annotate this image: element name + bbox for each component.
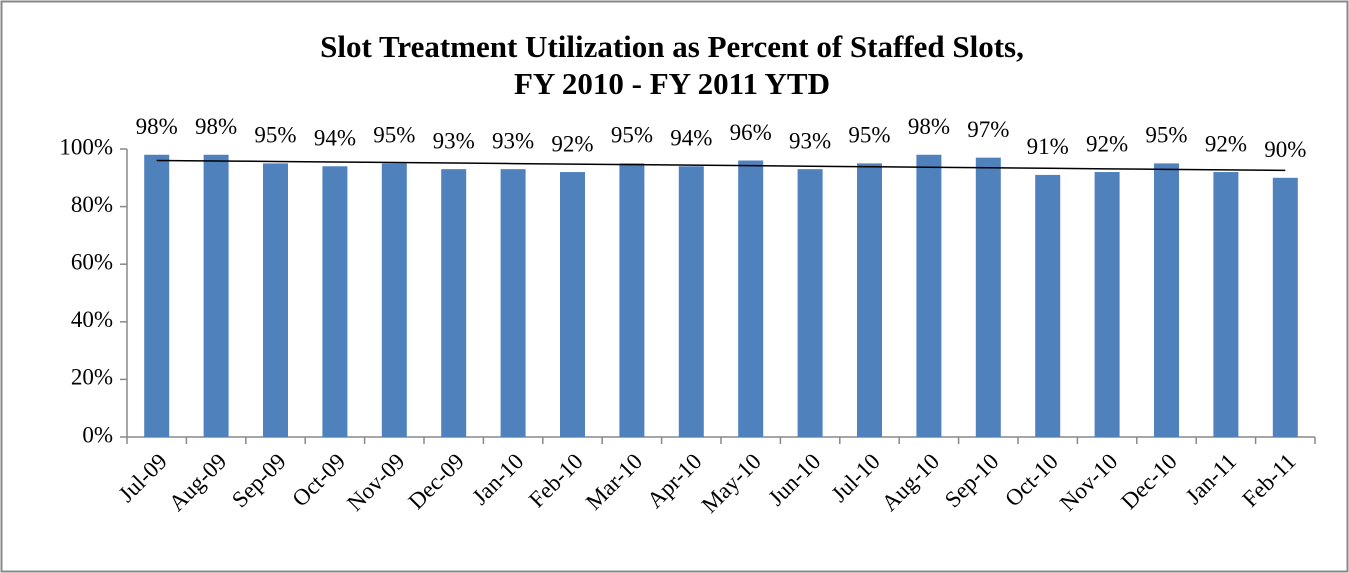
x-tick-label: Mar-10 [581, 449, 647, 515]
bar [500, 169, 526, 437]
x-tick-label: Feb-11 [1237, 449, 1300, 512]
x-tick-label: Feb-10 [524, 449, 588, 513]
bar [1272, 177, 1298, 438]
value-label: 98% [136, 114, 178, 139]
bar [1213, 172, 1239, 438]
value-label: 96% [730, 120, 772, 145]
bar [619, 163, 645, 437]
x-tick-label: Oct-10 [1000, 449, 1063, 512]
bar [916, 154, 942, 437]
bar [1035, 174, 1061, 438]
value-label: 98% [195, 114, 237, 139]
bar [975, 157, 1001, 437]
value-label: 92% [1205, 131, 1247, 156]
value-label: 98% [908, 114, 950, 139]
value-label: 95% [373, 123, 415, 148]
bar [1154, 163, 1179, 437]
value-label: 93% [492, 128, 534, 153]
value-label: 94% [670, 126, 712, 151]
y-tick-label: 20% [71, 365, 113, 390]
x-tick-label: Sep-10 [940, 449, 1004, 513]
x-tick-label: Jan-11 [1181, 449, 1241, 509]
bar [144, 154, 170, 437]
bar [441, 169, 467, 437]
value-label: 95% [254, 123, 296, 148]
y-tick-label: 0% [82, 422, 113, 447]
value-label: 93% [789, 128, 831, 153]
x-tick-label: Sep-09 [227, 449, 291, 513]
value-label: 95% [1145, 123, 1187, 148]
chart-title: Slot Treatment Utilization as Percent of… [320, 29, 1024, 64]
bar [797, 169, 823, 437]
x-tick-label: Dec-10 [1116, 449, 1182, 515]
value-label: 97% [967, 117, 1009, 142]
value-label: 92% [1086, 131, 1128, 156]
value-label: 90% [1264, 137, 1306, 162]
bar [203, 154, 229, 437]
bar [738, 160, 764, 437]
y-tick-label: 80% [71, 192, 113, 217]
value-label: 92% [551, 131, 593, 156]
x-tick-label: Nov-09 [342, 449, 409, 516]
trendline [156, 159, 1286, 172]
y-tick-label: 60% [71, 249, 113, 274]
x-tick-label: Jun-10 [763, 449, 825, 511]
value-label: 95% [611, 123, 653, 148]
bar [381, 163, 407, 437]
bar [560, 172, 585, 438]
y-tick-label: 40% [71, 307, 113, 332]
x-tick-label: Nov-10 [1055, 449, 1122, 516]
bar [1094, 172, 1120, 438]
x-tick-label: May-10 [697, 449, 766, 518]
value-label: 94% [314, 126, 356, 151]
bar [263, 163, 288, 437]
value-label: 93% [433, 128, 475, 153]
bar [857, 163, 882, 437]
bar [678, 166, 704, 437]
x-tick-label: Jan-10 [467, 449, 528, 510]
x-tick-label: Apr-10 [642, 449, 706, 513]
value-label: 95% [848, 123, 890, 148]
chart-subtitle: FY 2010 - FY 2011 YTD [514, 66, 830, 101]
x-tick-label: Aug-09 [164, 449, 231, 516]
y-tick-label: 100% [59, 134, 113, 159]
value-label: 91% [1027, 134, 1069, 159]
bar [322, 166, 348, 437]
x-tick-label: Oct-09 [287, 449, 350, 512]
x-tick-label: Dec-09 [403, 449, 469, 515]
x-tick-label: Aug-10 [877, 449, 944, 516]
